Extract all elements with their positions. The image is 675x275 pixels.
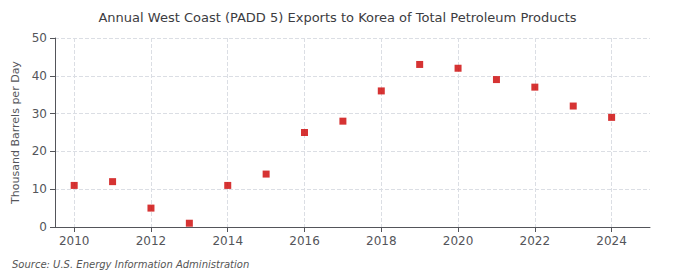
svg-text:50: 50 (32, 31, 47, 45)
svg-text:0: 0 (39, 220, 47, 234)
svg-text:20: 20 (32, 144, 47, 158)
svg-text:2012: 2012 (136, 234, 167, 248)
svg-text:Thousand Barrels per Day: Thousand Barrels per Day (9, 61, 22, 205)
svg-text:2018: 2018 (366, 234, 397, 248)
svg-text:2010: 2010 (59, 234, 90, 248)
svg-text:2020: 2020 (443, 234, 474, 248)
svg-text:2016: 2016 (289, 234, 320, 248)
svg-text:2014: 2014 (212, 234, 243, 248)
svg-text:10: 10 (32, 182, 47, 196)
svg-text:40: 40 (32, 69, 47, 83)
svg-text:2024: 2024 (596, 234, 627, 248)
svg-text:Annual West Coast (PADD 5) Exp: Annual West Coast (PADD 5) Exports to Ko… (98, 10, 576, 25)
svg-text:30: 30 (32, 107, 47, 121)
svg-text:Source: U.S. Energy Informatio: Source: U.S. Energy Information Administ… (12, 259, 249, 270)
svg-text:2022: 2022 (520, 234, 551, 248)
